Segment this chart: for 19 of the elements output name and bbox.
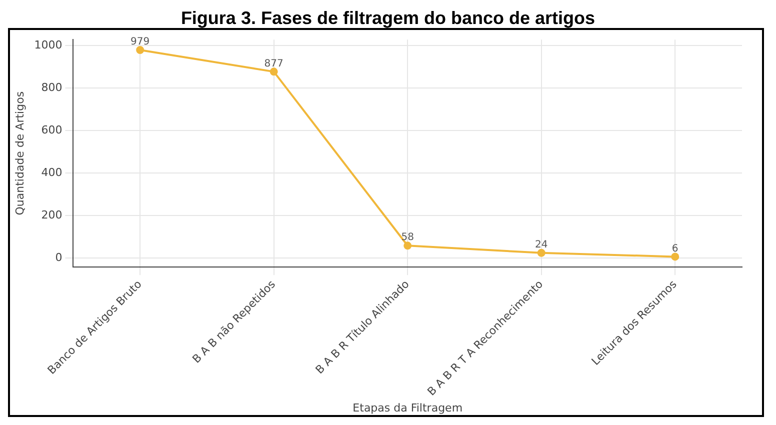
point — [671, 252, 680, 261]
y-tick-label: 200 — [41, 208, 62, 222]
point — [136, 46, 144, 54]
data-label: 979 — [130, 36, 150, 48]
point — [404, 242, 412, 250]
chart-title: Figura 3. Fases de filtragem do banco de artigos — [180, 8, 596, 28]
point — [270, 68, 278, 76]
y-tick-label: 800 — [41, 80, 62, 94]
y-axis-title: Quantidade de Artigos — [13, 91, 26, 216]
point — [537, 248, 546, 257]
y-tick-label: 600 — [41, 123, 62, 136]
data-label: 24 — [534, 239, 548, 250]
data-label: 58 — [401, 232, 414, 244]
data-label: 6 — [672, 243, 678, 254]
x-axis-title: Etapas da Filtragem — [352, 401, 463, 414]
data-label: 877 — [264, 58, 284, 70]
y-tick-label: 400 — [41, 166, 62, 179]
y-tick-label: 1000 — [34, 38, 62, 52]
y-tick-label: 0 — [55, 250, 62, 264]
